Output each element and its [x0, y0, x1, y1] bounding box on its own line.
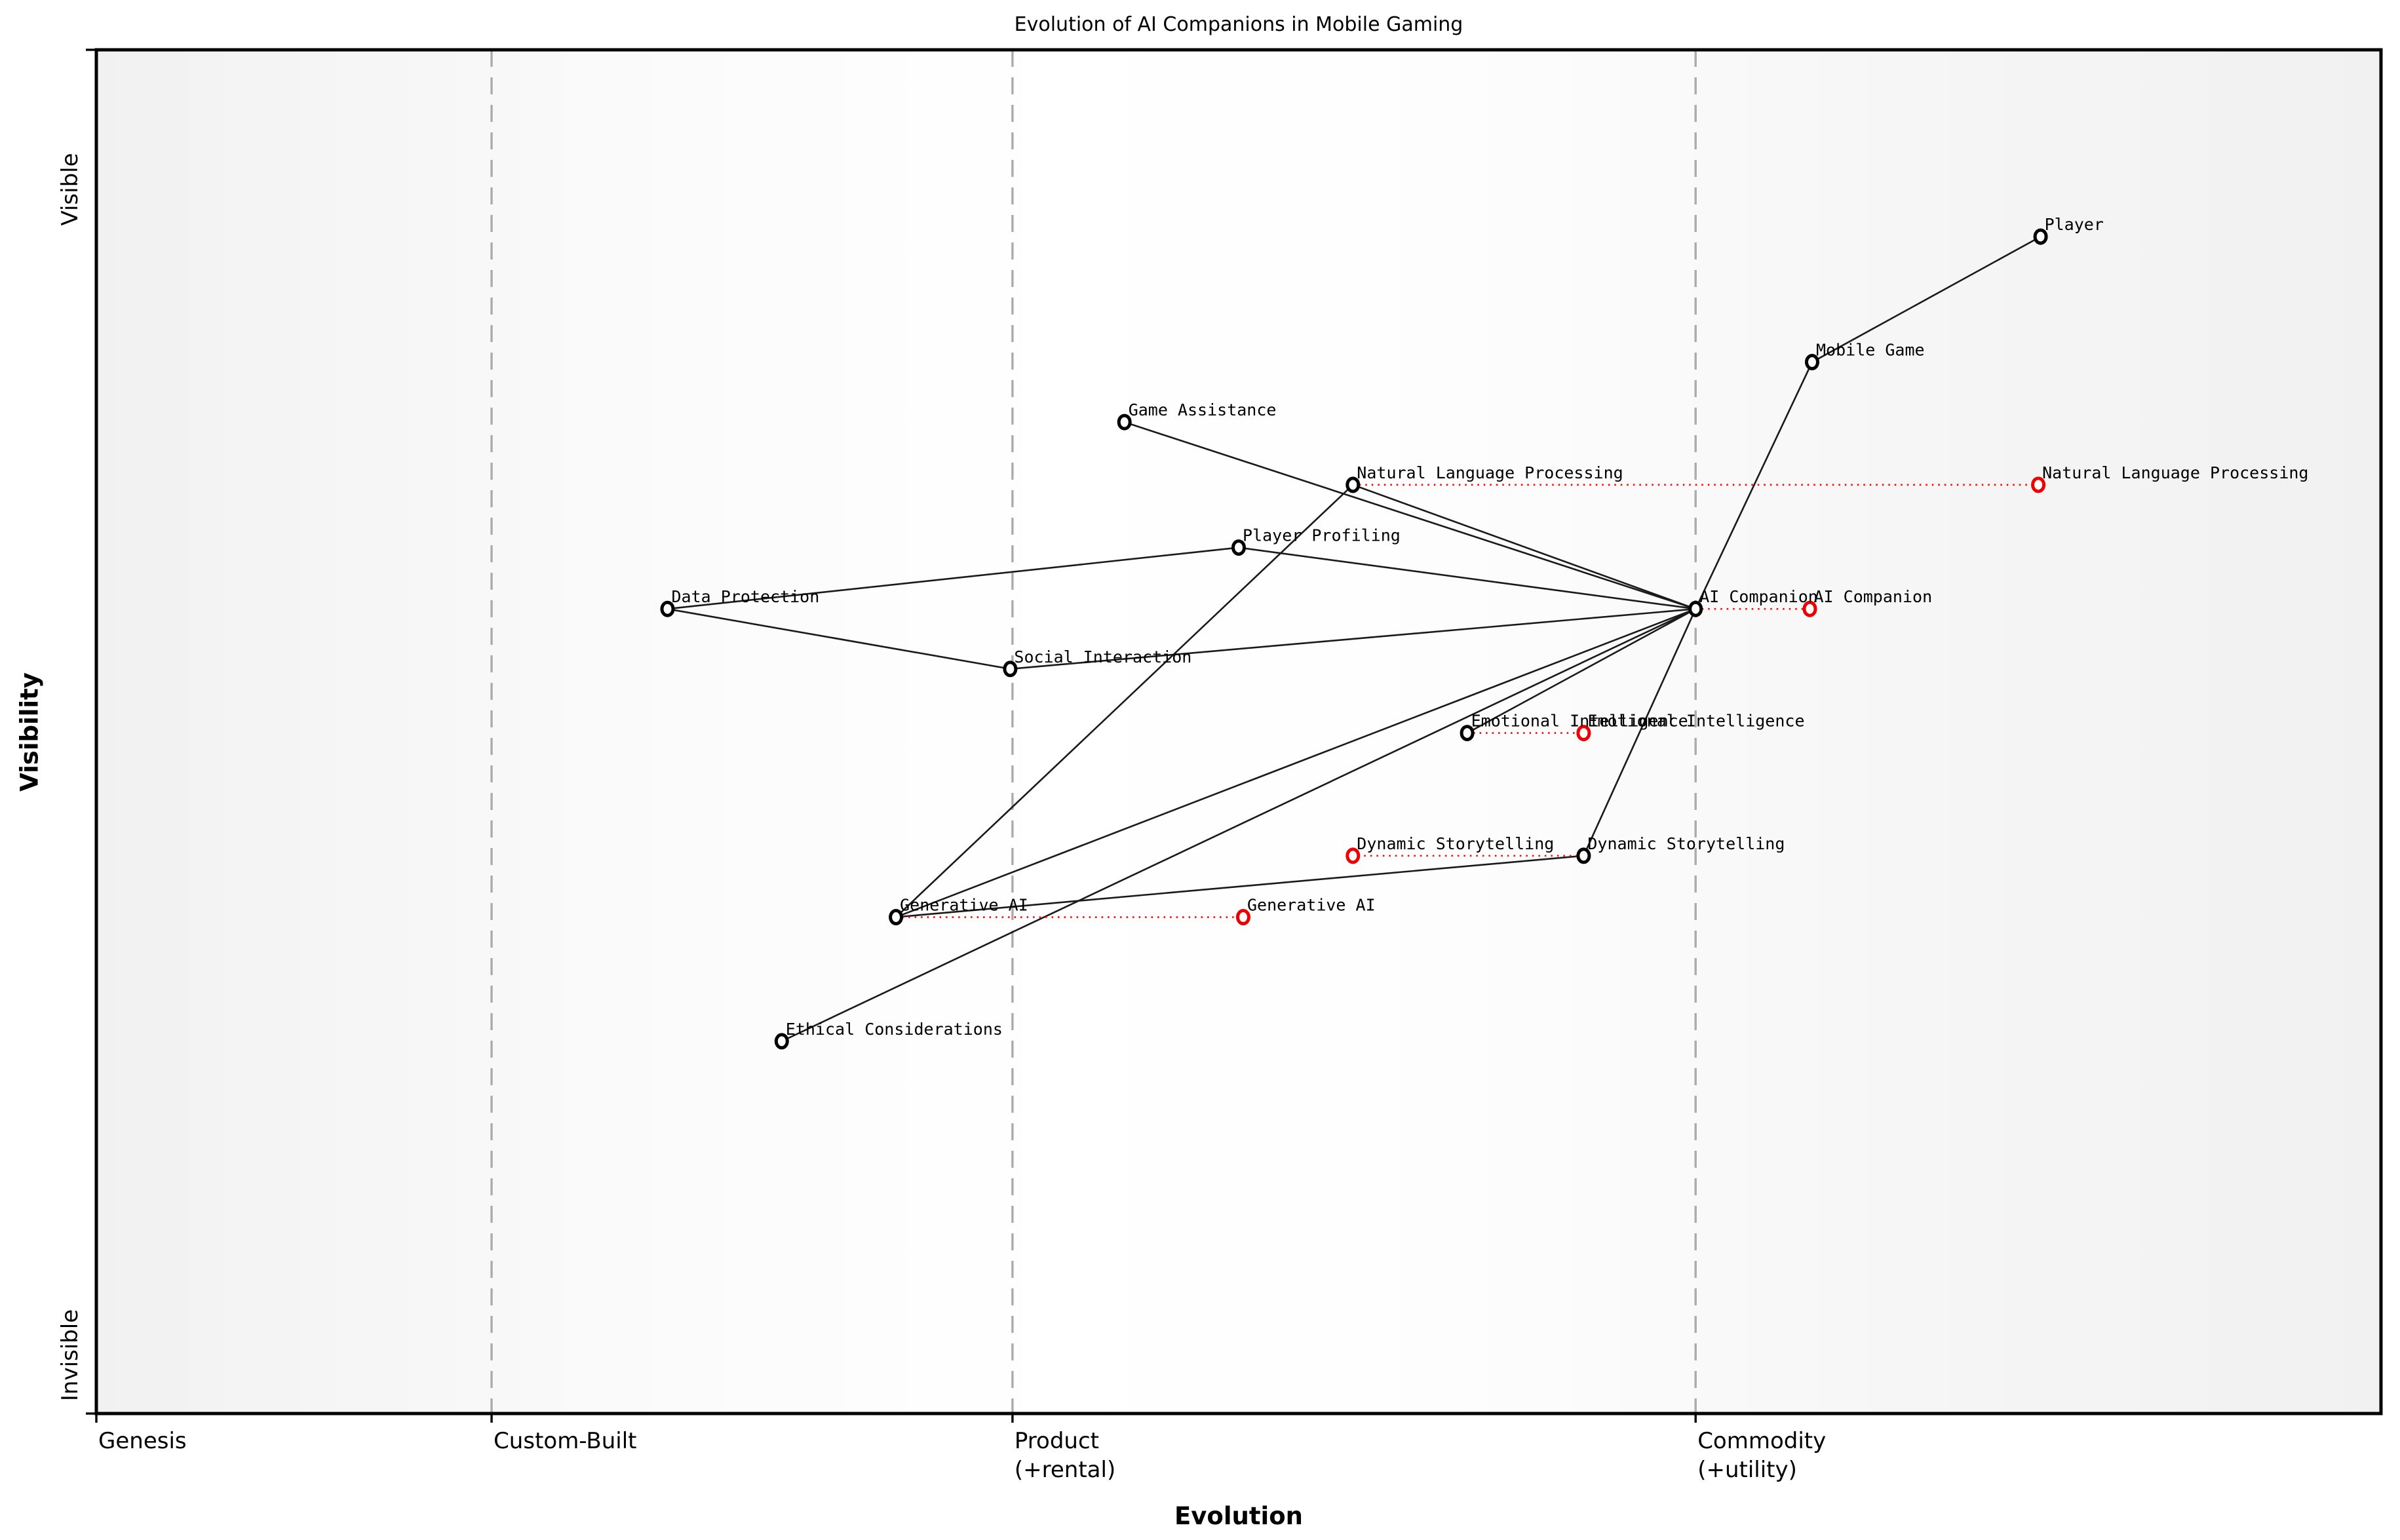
- stage-label-genesis: Genesis: [98, 1428, 187, 1454]
- stage-label-product: Product (+rental): [1015, 1428, 1115, 1483]
- chart-title: Evolution of AI Companions in Mobile Gam…: [1014, 13, 1463, 36]
- plot-area: [96, 50, 2381, 1414]
- stage-label-commodity: Commodity (+utility): [1697, 1428, 1826, 1483]
- node-label-ai-companion: AI Companion: [1699, 587, 1818, 606]
- edge-dynamic-storytelling--ai-companion: [1583, 608, 1697, 857]
- evolved-node-emotional-intelligence: [1576, 725, 1591, 742]
- evolved-node-generative-ai: [1235, 909, 1250, 926]
- node-label-player-profiling: Player Profiling: [1243, 526, 1401, 545]
- node-label-dynamic-storytelling: Dynamic Storytelling: [1587, 834, 1785, 853]
- evolved-node-label-natural-language-processing: Natural Language Processing: [2042, 463, 2308, 482]
- edge-data-protection--social-interaction: [667, 607, 1011, 670]
- y-tick-label-visible: Visible: [57, 153, 83, 226]
- stage-label-custom-built: Custom-Built: [494, 1428, 636, 1454]
- map-node-emotional-intelligence: [1460, 725, 1475, 742]
- edge-generative-ai--natural-language-processing: [895, 484, 1354, 918]
- map-node-ethical-considerations: [774, 1033, 789, 1050]
- edge-player--mobile-game: [1811, 235, 2042, 363]
- map-node-ai-companion: [1688, 600, 1703, 617]
- edge-generative-ai--ai-companion: [895, 607, 1696, 918]
- node-label-natural-language-processing: Natural Language Processing: [1357, 463, 1623, 482]
- node-label-ethical-considerations: Ethical Considerations: [786, 1020, 1003, 1039]
- edge-mobile-game--ai-companion: [1695, 361, 1813, 609]
- y-tick-label-invisible: Invisible: [57, 1309, 83, 1402]
- map-node-social-interaction: [1003, 661, 1018, 678]
- map-node-generative-ai: [889, 909, 904, 926]
- evolved-node-ai-companion: [1802, 600, 1817, 617]
- evolved-node-label-dynamic-storytelling: Dynamic Storytelling: [1357, 834, 1554, 853]
- edge-social-interaction--ai-companion: [1010, 607, 1696, 670]
- node-label-player: Player: [2045, 215, 2104, 234]
- node-label-game-assistance: Game Assistance: [1129, 400, 1277, 419]
- edge-natural-language-processing--ai-companion: [1352, 484, 1696, 610]
- evolved-node-label-ai-companion: AI Companion: [1814, 587, 1933, 606]
- map-node-natural-language-processing: [1345, 476, 1361, 493]
- map-node-player-profiling: [1231, 539, 1246, 556]
- map-node-game-assistance: [1117, 414, 1132, 431]
- node-label-emotional-intelligence: Emotional Intelligence: [1471, 712, 1688, 731]
- edge-player-profiling--ai-companion: [1238, 547, 1696, 610]
- node-label-social-interaction: Social Interaction: [1014, 647, 1191, 666]
- evolved-node-label-emotional-intelligence: Emotional Intelligence: [1587, 712, 1804, 731]
- map-node-dynamic-storytelling: [1576, 847, 1591, 864]
- map-node-mobile-game: [1804, 354, 1819, 371]
- evolved-node-dynamic-storytelling: [1345, 847, 1361, 864]
- edge-ethical-considerations--ai-companion: [781, 608, 1696, 1043]
- map-node-player: [2033, 228, 2048, 245]
- node-label-generative-ai: Generative AI: [900, 896, 1028, 915]
- x-axis-title: Evolution: [1174, 1502, 1303, 1530]
- map-node-data-protection: [660, 600, 675, 617]
- node-label-data-protection: Data Protection: [672, 587, 820, 606]
- edge-game-assistance--ai-companion: [1124, 421, 1696, 610]
- y-axis-title: Visibility: [15, 672, 44, 792]
- edge-generative-ai--dynamic-storytelling: [895, 855, 1584, 918]
- edge-emotional-intelligence--ai-companion: [1466, 608, 1696, 734]
- plot-border: [94, 48, 2383, 1415]
- evolved-node-label-generative-ai: Generative AI: [1247, 896, 1376, 915]
- evolved-node-natural-language-processing: [2031, 476, 2046, 493]
- node-label-mobile-game: Mobile Game: [1816, 341, 1925, 360]
- edge-data-protection--player-profiling: [667, 547, 1239, 610]
